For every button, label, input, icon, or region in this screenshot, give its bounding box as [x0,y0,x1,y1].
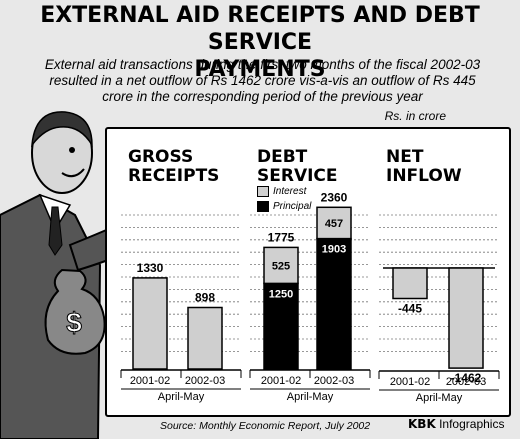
credit-brand: KBK [408,417,436,431]
panel-title-line: SERVICE [257,166,338,186]
data-label-interest: 525 [272,260,290,272]
x-axis-label: April-May [158,391,205,403]
legend-interest: Interest [257,186,306,197]
chart-title: EXTERNAL AID RECEIPTS AND DEBT SERVICE P… [0,2,520,83]
x-tick-label: 2002-03 [446,376,486,388]
man-tie [48,206,63,256]
panel-title-line: GROSS [128,147,194,167]
data-label-principal: 1903 [322,244,346,256]
man-hair [31,111,93,148]
x-tick-label: 2002-03 [185,375,225,387]
legend-swatch-principal [257,201,269,212]
bar-principal-2002-03 [316,237,352,370]
panel-title-line: RECEIPTS [128,166,220,186]
panel-title-line: DEBT [257,147,308,167]
title-line-2: PAYMENTS [194,57,326,82]
data-label-net-inflow: -1462 [451,371,482,385]
bar-net-inflow-2002-03 [448,267,484,369]
x-tick-label: 2001-02 [130,375,170,387]
x-tick-label: 2002-03 [314,375,354,387]
man-smile [61,168,85,178]
units-label: Rs. in crore [384,109,446,123]
data-label-total: 2360 [321,190,348,204]
subtitle: External aid transactions during the fir… [10,57,515,105]
subtitle-line-3: crore in the corresponding period of the… [102,89,423,104]
panel-title-line: INFLOW [386,166,462,186]
credit: KBK Infographics [408,417,504,431]
panel-title-line: NET [386,147,424,167]
bar-principal-2001-02 [263,282,299,370]
x-tick-label: 2001-02 [390,376,430,388]
chart-board [105,127,511,417]
x-axis-label: April-May [416,392,463,404]
legend-swatch-interest [257,186,269,197]
credit-text: Infographics [439,417,505,431]
bar-interest-2002-03 [316,206,352,240]
data-label-gross-receipts: 1330 [137,261,164,275]
dollar-sign-icon: $ [66,307,82,338]
title-line-1: EXTERNAL AID RECEIPTS AND DEBT SERVICE [40,3,480,55]
man-eye [69,147,75,153]
bar-interest-2001-02 [263,246,299,285]
data-label-interest: 457 [325,218,343,230]
panel-title-net-inflow: NET INFLOW [386,148,462,186]
data-label-net-inflow: -445 [398,302,422,316]
panel-title-debt-service: DEBT SERVICE [257,148,338,186]
bar-gross-receipts-2002-03 [187,306,223,370]
data-label-principal: 1250 [269,288,293,300]
legend-label-interest: Interest [273,186,307,198]
panel-title-gross-receipts: GROSS RECEIPTS [128,148,219,186]
money-bag [44,268,106,355]
x-axis-label: April-May [287,391,334,403]
subtitle-line-1: External aid transactions during the fir… [44,57,481,72]
legend-label-principal: Principal [273,201,312,213]
data-label-total: 1775 [268,230,295,244]
legend-principal: Principal [257,201,311,212]
source-note: Source: Monthly Economic Report, July 20… [160,420,371,432]
data-label-gross-receipts: 898 [195,291,215,305]
x-tick-label: 2001-02 [261,375,301,387]
bar-net-inflow-2001-02 [392,267,428,300]
subtitle-line-2: resulted in a net outflow of Rs 1462 cro… [49,73,476,88]
bar-gross-receipts-2001-02 [132,277,168,370]
